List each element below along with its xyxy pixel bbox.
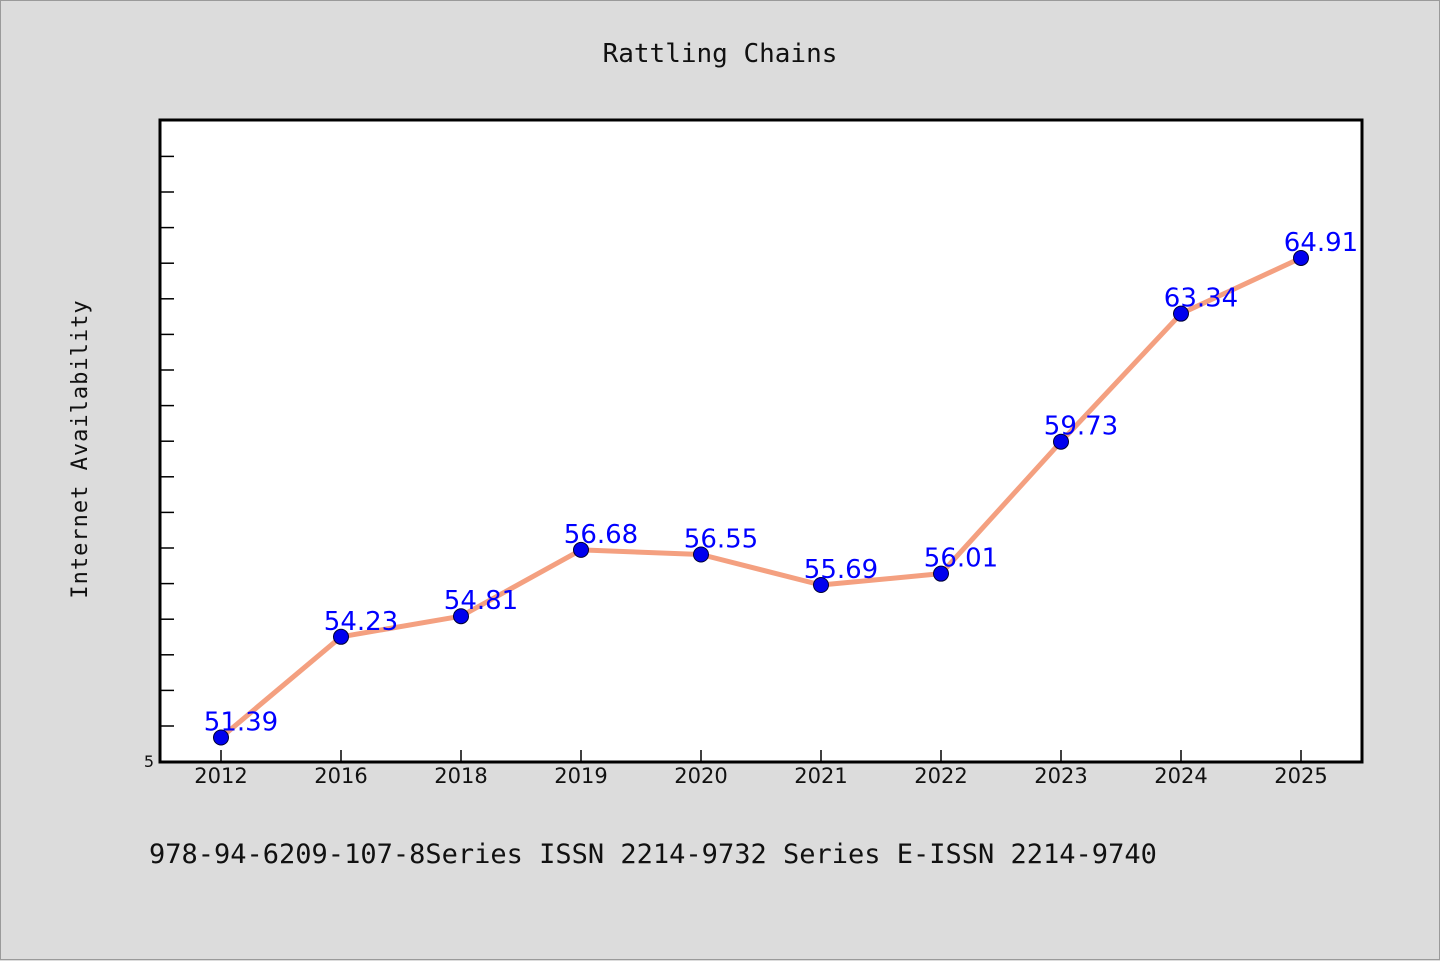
data-point (453, 608, 469, 625)
x-tick-label: 2024 (1154, 764, 1207, 788)
plot-area (158, 118, 1364, 764)
x-tick-label: 2023 (1034, 764, 1087, 788)
data-point (573, 541, 589, 558)
data-label: 59.73 (1044, 412, 1118, 442)
x-tick-label: 2016 (314, 764, 367, 788)
data-point (1293, 249, 1309, 266)
y-axis-label: Internet Availability (68, 299, 93, 598)
data-labels: 51.39 54.23 54.81 56.68 56.55 55.69 56.01 59.73… (204, 228, 1358, 738)
data-point (1053, 433, 1069, 450)
x-tick-label: 2012 (194, 764, 247, 788)
data-label: 64.91 (1284, 228, 1358, 258)
data-label: 55.69 (804, 555, 878, 585)
series-line (218, 255, 1304, 741)
x-tick-label: 2021 (794, 764, 847, 788)
data-label: 56.01 (924, 544, 998, 574)
y-tick-label: 5 (144, 752, 154, 771)
data-point (933, 565, 949, 582)
data-label: 56.55 (684, 525, 758, 555)
data-point (693, 546, 709, 563)
x-tick-label: 2025 (1274, 764, 1327, 788)
x-axis-ticks (220, 750, 1302, 762)
data-label: 63.34 (1164, 284, 1238, 314)
data-label: 54.81 (444, 586, 518, 616)
data-label: 54.23 (324, 607, 398, 637)
data-point (813, 577, 829, 594)
x-tick-label: 2020 (674, 764, 727, 788)
data-label: 51.39 (204, 708, 278, 738)
data-label: 56.68 (564, 520, 638, 550)
x-tick-label: 2022 (914, 764, 967, 788)
data-point (213, 729, 229, 746)
data-point (333, 628, 349, 645)
chart-title: Rattling Chains (603, 39, 838, 69)
series-layer (213, 249, 1309, 746)
data-point (1173, 305, 1189, 322)
footer-isbn-text: 978-94-6209-107-8Series ISSN 2214-9732 S… (149, 839, 1157, 870)
x-tick-label: 2019 (554, 764, 607, 788)
x-tick-label: 2018 (434, 764, 487, 788)
y-axis-ticks (160, 155, 174, 727)
x-axis-tick-labels: 2012 2016 2018 2019 2020 2021 2022 2023 2024 2025 (194, 764, 1327, 788)
